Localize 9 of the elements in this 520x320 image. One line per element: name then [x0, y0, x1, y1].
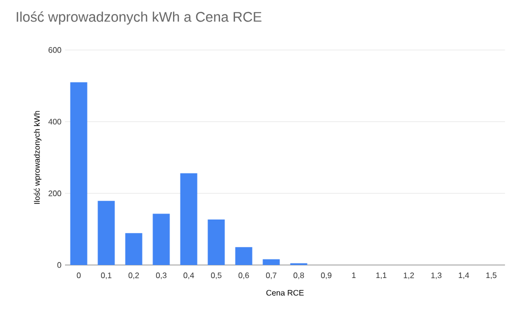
bar — [262, 259, 280, 265]
bar — [180, 173, 198, 265]
bar — [235, 247, 252, 265]
bar — [125, 233, 142, 265]
bar — [98, 200, 115, 265]
bar — [208, 219, 225, 265]
bar — [152, 214, 170, 265]
chart-title: Ilość wprowadzonych kWh a Cena RCE — [16, 11, 262, 25]
bar — [70, 82, 88, 265]
